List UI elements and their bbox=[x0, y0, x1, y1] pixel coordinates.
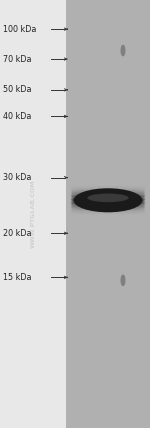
Text: WWW.PTGLAB.COM: WWW.PTGLAB.COM bbox=[30, 180, 36, 248]
Text: 100 kDa: 100 kDa bbox=[3, 24, 36, 34]
Ellipse shape bbox=[70, 208, 146, 209]
Ellipse shape bbox=[70, 185, 146, 186]
Ellipse shape bbox=[70, 191, 146, 193]
Ellipse shape bbox=[70, 194, 146, 195]
Ellipse shape bbox=[70, 203, 146, 205]
Ellipse shape bbox=[70, 213, 146, 214]
Ellipse shape bbox=[70, 202, 146, 204]
Text: 70 kDa: 70 kDa bbox=[3, 54, 32, 64]
Ellipse shape bbox=[70, 198, 146, 199]
Ellipse shape bbox=[70, 199, 146, 200]
Ellipse shape bbox=[70, 205, 146, 207]
Ellipse shape bbox=[70, 210, 146, 211]
Ellipse shape bbox=[70, 187, 146, 188]
Ellipse shape bbox=[70, 207, 146, 208]
Ellipse shape bbox=[70, 211, 146, 212]
Ellipse shape bbox=[70, 204, 146, 205]
Ellipse shape bbox=[70, 190, 146, 191]
Ellipse shape bbox=[70, 199, 146, 200]
Ellipse shape bbox=[70, 196, 146, 197]
Text: 20 kDa: 20 kDa bbox=[3, 229, 32, 238]
Ellipse shape bbox=[70, 184, 146, 185]
Ellipse shape bbox=[70, 202, 146, 203]
Ellipse shape bbox=[70, 209, 146, 210]
Ellipse shape bbox=[70, 188, 146, 190]
Circle shape bbox=[121, 275, 125, 285]
Ellipse shape bbox=[70, 200, 146, 201]
Ellipse shape bbox=[70, 206, 146, 208]
Ellipse shape bbox=[70, 197, 146, 198]
Ellipse shape bbox=[70, 214, 146, 215]
Ellipse shape bbox=[70, 201, 146, 202]
Ellipse shape bbox=[87, 193, 129, 202]
Text: 40 kDa: 40 kDa bbox=[3, 112, 31, 121]
Ellipse shape bbox=[70, 215, 146, 216]
Ellipse shape bbox=[70, 195, 146, 196]
Text: 30 kDa: 30 kDa bbox=[3, 173, 31, 182]
Ellipse shape bbox=[70, 205, 146, 206]
Ellipse shape bbox=[74, 188, 142, 212]
Ellipse shape bbox=[70, 192, 146, 193]
Ellipse shape bbox=[70, 193, 146, 194]
Ellipse shape bbox=[70, 212, 146, 213]
Text: 15 kDa: 15 kDa bbox=[3, 273, 32, 282]
Bar bbox=[66, 0, 150, 428]
Ellipse shape bbox=[70, 186, 146, 187]
Text: 50 kDa: 50 kDa bbox=[3, 85, 32, 95]
Ellipse shape bbox=[70, 190, 146, 192]
Ellipse shape bbox=[70, 195, 146, 196]
Circle shape bbox=[121, 45, 125, 56]
Ellipse shape bbox=[70, 187, 146, 189]
Ellipse shape bbox=[70, 214, 146, 216]
Ellipse shape bbox=[70, 189, 146, 190]
